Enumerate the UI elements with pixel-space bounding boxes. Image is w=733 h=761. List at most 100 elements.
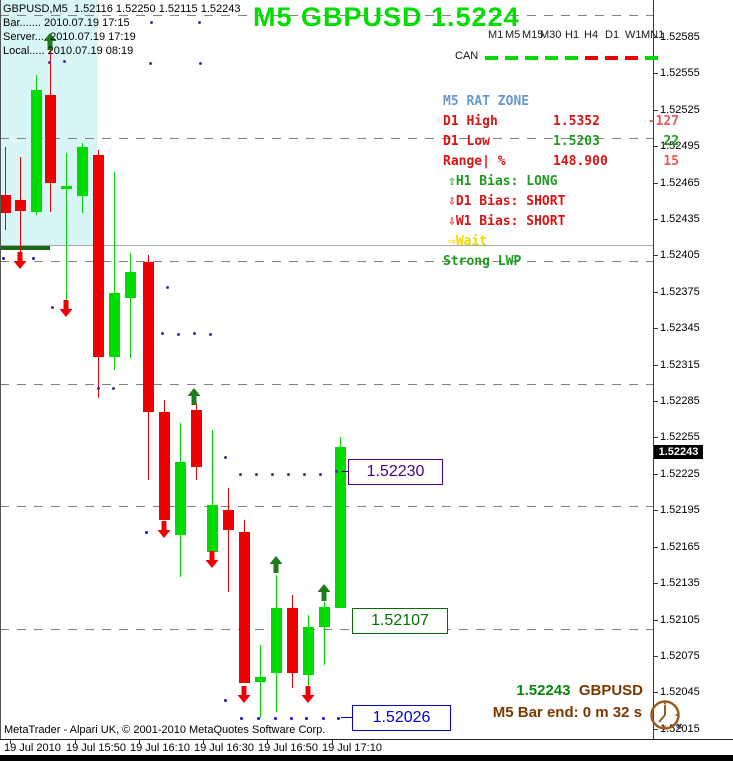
candle-body bbox=[271, 608, 282, 673]
price-axis-label: 1.52075 bbox=[660, 650, 700, 662]
price-axis-label: 1.52225 bbox=[660, 468, 700, 480]
can-dash bbox=[525, 56, 538, 60]
panel-row-value: 148.900 bbox=[553, 154, 608, 169]
chart-title: M5 GBPUSD 1.5224 bbox=[253, 2, 520, 32]
panel-row-value: 1.5203 bbox=[553, 134, 600, 149]
chart-plot-area[interactable]: 1.52230 1.52107 1.52026 bbox=[0, 0, 654, 740]
local-time-readout: Local..... 2010.07.19 08:19 bbox=[3, 45, 134, 57]
price-axis-label: 1.52045 bbox=[660, 686, 700, 698]
buy-arrow-icon bbox=[269, 556, 283, 573]
candle-wick bbox=[212, 430, 213, 552]
timeframe-button-h4[interactable]: H4 bbox=[584, 29, 599, 41]
signal-dot-purple bbox=[319, 473, 322, 476]
panel-row-label: D1 Low bbox=[443, 134, 490, 149]
signal-dot-purple bbox=[239, 473, 242, 476]
timeframe-button-h1[interactable]: H1 bbox=[565, 29, 580, 41]
candle-body bbox=[335, 447, 346, 608]
bar-time-readout: Bar....... 2010.07.19 17:15 bbox=[3, 17, 130, 29]
level-line bbox=[0, 506, 653, 507]
entry-level-line bbox=[0, 246, 50, 250]
panel-bias-row: ⇧H1 Bias: LONG bbox=[448, 174, 558, 189]
signal-dot-purple bbox=[303, 473, 306, 476]
signal-dot-purple bbox=[271, 473, 274, 476]
signal-dot-purple bbox=[161, 332, 164, 335]
price-axis-label: 1.52495 bbox=[660, 140, 700, 152]
candle-body bbox=[159, 412, 170, 520]
timeframe-button-m15[interactable]: M15 bbox=[522, 29, 544, 41]
timeframe-button-m5[interactable]: M5 bbox=[505, 29, 521, 41]
signal-dot-purple bbox=[112, 387, 115, 390]
time-axis-label: 19 Jul 2010 bbox=[4, 742, 61, 754]
panel-data-row: D1 Low 1.5203 22 bbox=[443, 134, 679, 154]
timeframe-button-m30[interactable]: M30 bbox=[540, 29, 562, 41]
level-line bbox=[0, 261, 653, 262]
panel-row-value: 1.5352 bbox=[553, 114, 600, 129]
panel-row-delta: 15 bbox=[663, 154, 679, 169]
signal-dot-blue bbox=[322, 717, 325, 720]
clock-icon bbox=[648, 698, 682, 732]
candle-body bbox=[223, 510, 234, 530]
candle-body bbox=[191, 410, 202, 467]
label-connector bbox=[341, 471, 348, 472]
busy-cursor-glyph: ✖ bbox=[676, 722, 683, 731]
can-row-label: CAN bbox=[455, 50, 479, 62]
candle-body bbox=[45, 95, 56, 183]
panel-data-row: D1 High 1.5352 -127 bbox=[443, 114, 679, 134]
candle-body bbox=[207, 505, 218, 552]
candle-wick bbox=[228, 488, 229, 592]
price-axis-tick bbox=[653, 583, 658, 584]
price-callout-label: 1.52230 bbox=[348, 459, 443, 485]
price-axis-tick bbox=[653, 292, 658, 293]
candle-body bbox=[61, 186, 72, 189]
timeframe-button-mn1[interactable]: MN1 bbox=[641, 29, 665, 41]
signal-dot-blue bbox=[337, 717, 340, 720]
buy-arrow-icon bbox=[43, 33, 57, 50]
timeframe-button-m1[interactable]: M1 bbox=[488, 29, 504, 41]
price-axis-label: 1.52405 bbox=[660, 249, 700, 261]
price-axis-label: 1.52255 bbox=[660, 431, 700, 443]
symbol-ohlc-readout: GBPUSD,M5 1.52116 1.52250 1.52115 1.5224… bbox=[3, 3, 241, 15]
price-axis-label: 1.52105 bbox=[660, 614, 700, 626]
candle-body bbox=[109, 293, 120, 357]
candle-body bbox=[175, 462, 186, 535]
sell-arrow-icon bbox=[237, 686, 251, 703]
price-axis-label: 1.52375 bbox=[660, 286, 700, 298]
time-axis-tick bbox=[75, 740, 76, 744]
time-axis-tick bbox=[203, 740, 204, 744]
candle-body bbox=[77, 147, 88, 196]
price-axis-label: 1.52435 bbox=[660, 213, 700, 225]
server-time-readout: Server.... 2010.07.19 17:19 bbox=[3, 31, 136, 43]
bias-arrow-icon: ⇧ bbox=[448, 174, 456, 189]
candle-body bbox=[0, 195, 11, 213]
candle-wick bbox=[130, 253, 131, 358]
price-axis-tick bbox=[653, 328, 658, 329]
price-axis-label: 1.52165 bbox=[660, 541, 700, 553]
signal-dot-blue bbox=[145, 531, 148, 534]
signal-dot-purple bbox=[177, 333, 180, 336]
can-dash bbox=[645, 56, 658, 60]
price-axis-label: 1.52555 bbox=[660, 67, 700, 79]
status-price: 1.52243 bbox=[516, 682, 571, 699]
signal-dot-blue bbox=[305, 717, 308, 720]
signal-dot-purple bbox=[287, 473, 290, 476]
timeframe-button-d1[interactable]: D1 bbox=[605, 29, 620, 41]
time-axis-tick bbox=[10, 740, 11, 744]
signal-dot-purple bbox=[63, 60, 66, 63]
can-dash bbox=[625, 56, 638, 60]
sell-arrow-icon bbox=[13, 252, 27, 269]
signal-dot-blue bbox=[32, 257, 35, 260]
candle-body bbox=[125, 272, 136, 298]
level-line bbox=[0, 384, 653, 385]
signal-dot-blue bbox=[240, 717, 243, 720]
candle-body bbox=[143, 262, 154, 412]
level-line bbox=[0, 138, 653, 139]
price-axis-tick bbox=[653, 183, 658, 184]
price-axis-tick bbox=[653, 692, 658, 693]
status-price-line: 1.52243 GBPUSD bbox=[516, 682, 643, 699]
panel-row-delta: 22 bbox=[663, 134, 679, 149]
can-dash bbox=[485, 56, 498, 60]
can-dash bbox=[505, 56, 518, 60]
price-axis-tick bbox=[653, 510, 658, 511]
timeframe-button-w1[interactable]: W1 bbox=[625, 29, 642, 41]
candle-wick bbox=[66, 153, 67, 300]
